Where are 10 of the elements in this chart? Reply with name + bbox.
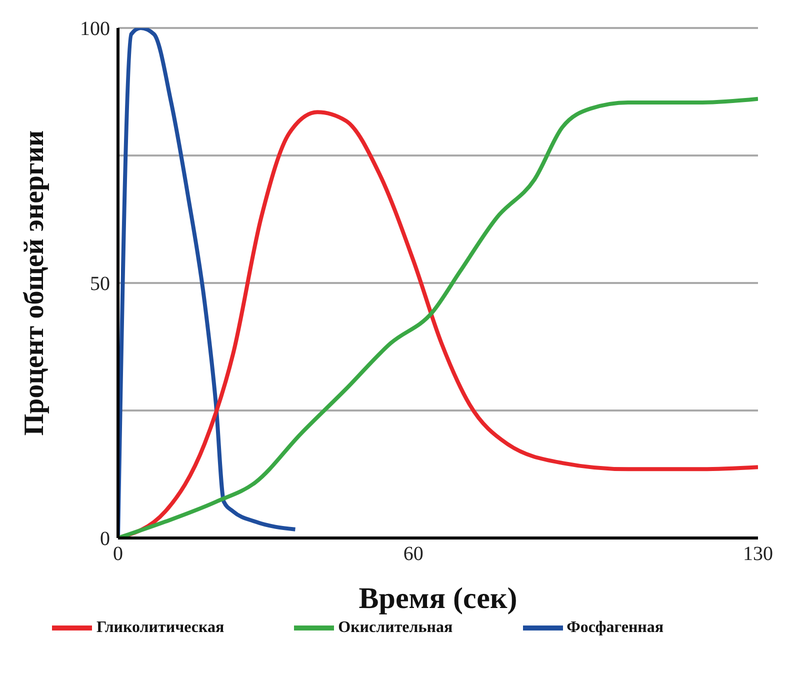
y-tick-label: 100 [80,18,110,40]
legend-label: Фосфагенная [566,618,664,636]
x-axis-title: Время (сек) [358,582,518,615]
x-tick-label: 60 [403,543,424,566]
x-tick-label: 130 [743,543,773,566]
y-tick-label: 50 [90,273,110,296]
y-axis-title: Процент общей энергии [18,130,50,436]
legend-label: Гликолитическая [96,618,224,636]
legend-label: Окислительная [338,618,453,636]
y-tick-label: 0 [100,528,110,550]
